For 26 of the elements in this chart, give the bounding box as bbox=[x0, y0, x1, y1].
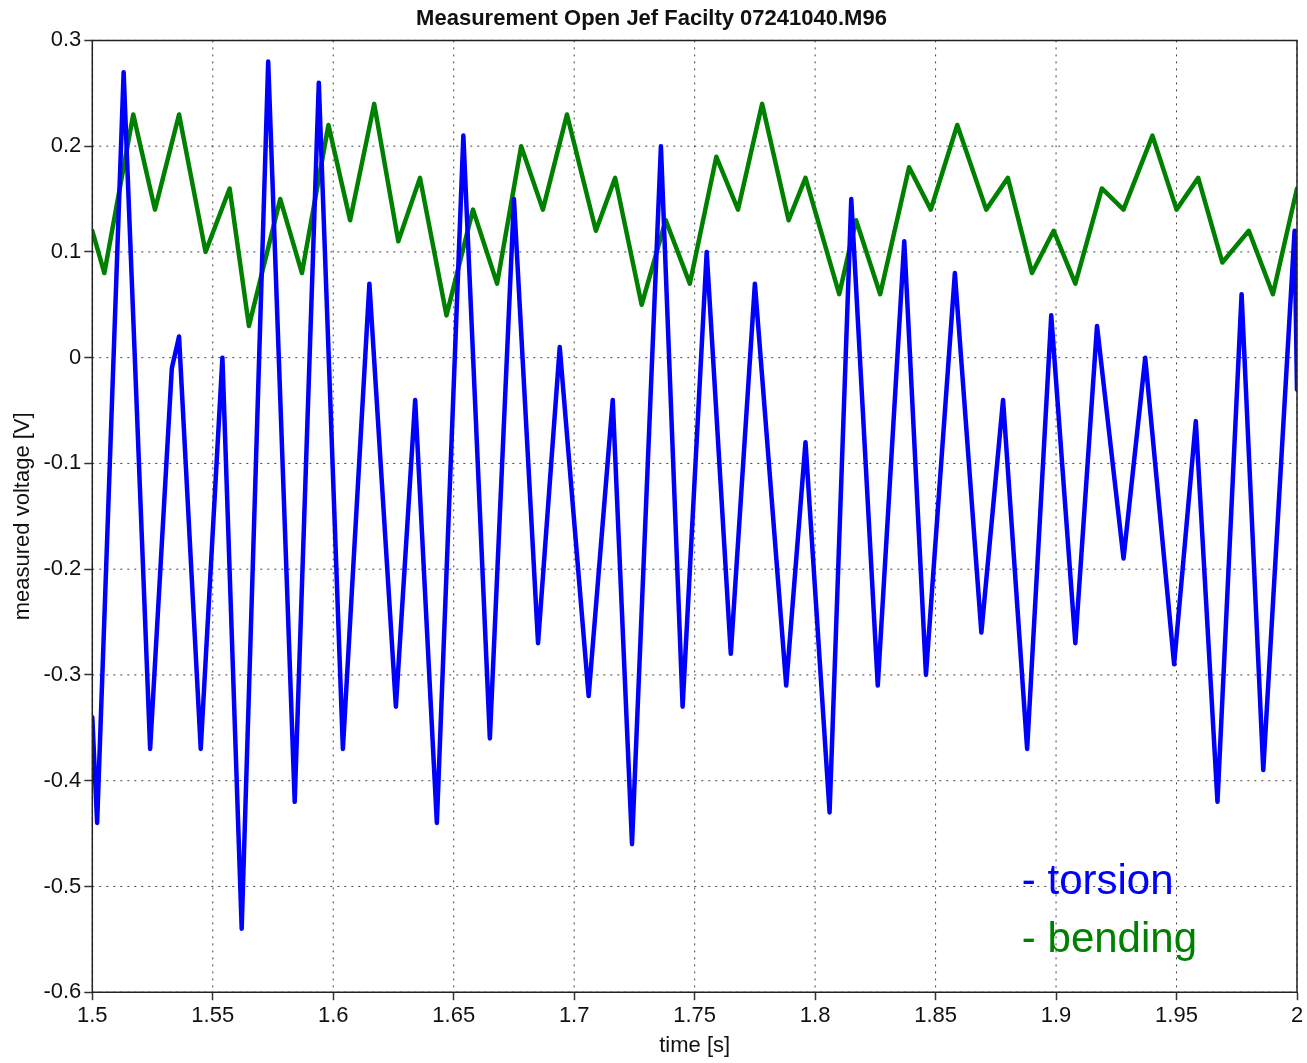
y-tick-label: -0.1 bbox=[43, 449, 82, 475]
y-tick-label: 0.2 bbox=[50, 132, 82, 158]
y-tick-label: -0.3 bbox=[43, 661, 82, 686]
x-tick-label: 1.55 bbox=[191, 1002, 235, 1028]
x-tick-label: 1.5 bbox=[77, 1002, 108, 1028]
x-tick-label: 1.85 bbox=[914, 1002, 958, 1028]
x-tick-label: 1.6 bbox=[317, 1002, 349, 1028]
text: - bending bbox=[1021, 914, 1197, 962]
y-tick-label: 0.1 bbox=[50, 237, 82, 263]
x-tick-label: 2 bbox=[1290, 1002, 1304, 1028]
x-tick-label: 1.95 bbox=[1155, 1002, 1198, 1028]
series-label: - torsion bbox=[1021, 856, 1174, 904]
y-tick-label: -0.5 bbox=[43, 872, 82, 898]
x-tick-label: 1.7 bbox=[558, 1002, 590, 1028]
x-tick-label: 1.9 bbox=[1040, 1002, 1072, 1028]
x-tick-label: 1.65 bbox=[432, 1002, 476, 1028]
y-tick-label: -0.2 bbox=[43, 555, 82, 581]
x-axis-title: time [s] bbox=[659, 1031, 731, 1057]
y-tick-label: 0.3 bbox=[50, 26, 82, 52]
x-tick-label: 1.8 bbox=[799, 1002, 831, 1028]
y-tick-label: -0.6 bbox=[43, 978, 82, 1004]
chart-title: Measurement Open Jef Facilty 07241040.M96 bbox=[416, 5, 887, 31]
y-axis-title: measured voltage [V] bbox=[9, 412, 35, 621]
x-tick-label: 1.75 bbox=[673, 1002, 717, 1028]
y-tick-label: -0.4 bbox=[43, 766, 82, 792]
y-tick-label: 0 bbox=[69, 343, 82, 369]
